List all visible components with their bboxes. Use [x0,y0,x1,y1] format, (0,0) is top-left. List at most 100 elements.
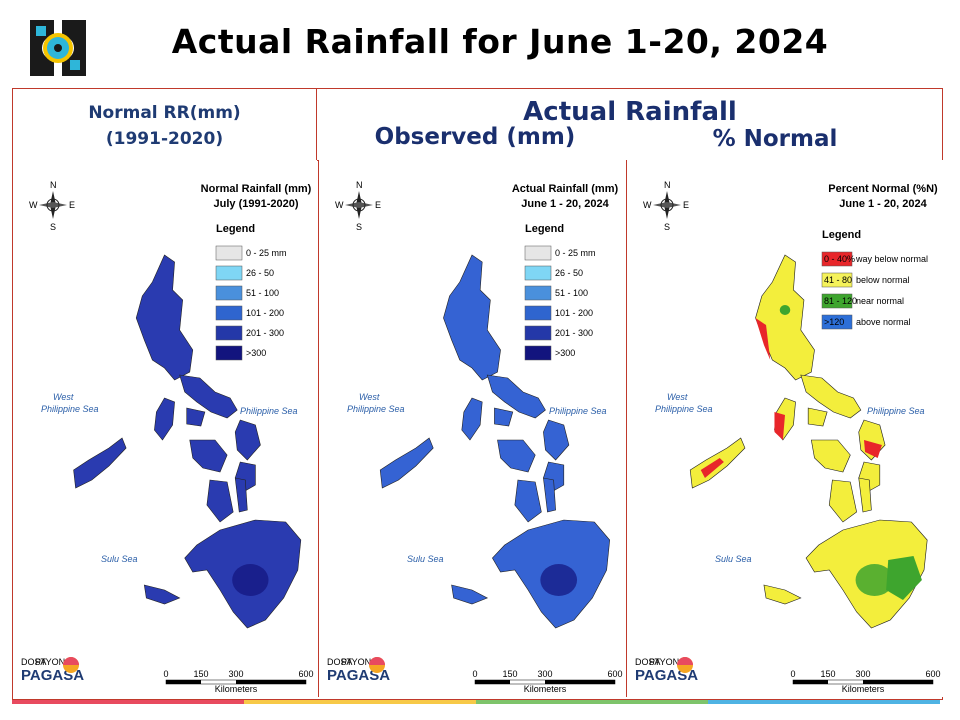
island-shape [763,584,802,605]
legend-title: Legend [525,223,564,235]
legend-swatch [215,325,243,341]
island-shape [154,397,175,441]
compass-n: N [664,180,671,190]
legend-label: 101 - 200 [555,308,593,318]
compass-e: E [375,200,381,210]
bottom-bar-yellow [244,700,476,704]
scale-tick: 300 [855,669,870,679]
compass-e: E [683,200,689,210]
island-shape [234,419,261,461]
legend-desc: above normal [856,317,911,327]
map-svg: N S E W Actual Rainfall (mm) June 1 - 20, 202… [327,180,623,694]
map-svg: N S E W Percent Normal (%N) June 1 - 20, 2024… [635,180,941,694]
sea-label-sulu: Sulu Sea [101,554,138,564]
map-subtitle: June 1 - 20, 2024 [839,198,927,210]
compass-n: N [50,180,57,190]
island-shape [73,437,127,489]
legend-label: 51 - 100 [555,288,588,298]
island-shape [143,584,181,605]
island-shape [494,407,514,427]
legend-desc: near normal [856,296,904,306]
bottom-bar-red [12,700,244,704]
compass-w: W [335,200,344,210]
map-panel-3: N S E W Percent Normal (%N) June 1 - 20, 2024… [626,160,944,697]
rainfall-hotspot [855,564,894,596]
compass-rose-icon: N S E W [335,180,381,232]
island-shape [800,374,862,419]
legend-swatch [524,305,552,321]
map-panel-1: N S E W Normal Rainfall (mm) July (1991-2020)… [13,160,317,697]
compass-s: S [356,222,362,232]
scale-tick: 300 [228,669,243,679]
compass-e: E [69,200,75,210]
bottom-bar-green [476,700,708,704]
sea-label-sulu: Sulu Sea [715,554,752,564]
rainfall-hotspot [232,564,269,596]
legend-label: 26 - 50 [555,268,583,278]
sea-label-west-ph: Philippine Sea [41,404,99,414]
sea-label-ph: Philippine Sea [549,406,607,416]
map-title: Normal Rainfall (mm) [201,183,312,195]
legend-desc: way below normal [855,254,928,264]
sea-label-west-ph: Philippine Sea [347,404,405,414]
island-shape [189,439,228,473]
compass-s: S [50,222,56,232]
legend-swatch [215,265,243,281]
legend-range: >120 [824,317,844,327]
normal-header-line1: Normal RR(mm) [88,103,241,123]
scale-bar: 0 150 300 600 Kilometers [163,669,313,694]
legend-label: 201 - 300 [555,328,593,338]
island-shape [858,477,872,513]
island-shape [443,254,501,381]
legend-swatch [215,305,243,321]
legend-label: 0 - 25 mm [555,248,596,258]
sea-label-ph: Philippine Sea [867,406,925,416]
island-shape [807,407,828,427]
island-shape [828,479,857,523]
way-below-patch [864,440,882,458]
brand-dost: DOST [635,657,661,667]
sea-label-west: West [53,392,74,402]
scale-tick: 0 [790,669,795,679]
legend-swatch [821,293,853,309]
percent-header: % Normal [712,126,838,152]
legend-title: Legend [216,223,255,235]
scale-tick: 600 [298,669,313,679]
island-shape [135,254,194,381]
way-below-patch [700,458,724,478]
island-shape [755,254,815,381]
compass-s: S [664,222,670,232]
island-shape [451,584,489,605]
scale-tick: 0 [472,669,477,679]
bottom-color-bar [12,700,940,704]
legend-swatch [524,325,552,341]
legend-range: 41 - 80 [824,275,852,285]
legend-label: 0 - 25 mm [246,248,287,258]
sea-label-west: West [667,392,688,402]
scale-unit: Kilometers [524,684,567,694]
island-shape [206,479,234,523]
legend-label: 26 - 50 [246,268,274,278]
brand-dost: DOST [21,657,47,667]
legend-swatch [524,265,552,281]
normal-header-box [12,88,317,161]
scale-unit: Kilometers [842,684,885,694]
legend-swatch [524,245,552,261]
island-shape [186,407,206,427]
legend-label: >300 [246,348,266,358]
map-subtitle: June 1 - 20, 2024 [521,198,609,210]
legend-desc: below normal [856,275,910,285]
brand-tag: PAYONG [35,657,72,667]
scale-bar: 0 150 300 600 Kilometers [790,669,940,694]
scale-tick: 600 [925,669,940,679]
island-shape [543,419,570,461]
legend-swatch [524,345,552,361]
bottom-bar-blue [708,700,940,704]
way-below-patch [755,318,771,360]
legend-range: 81 - 120 [824,296,857,306]
scale-tick: 600 [607,669,622,679]
scale-tick: 150 [193,669,208,679]
